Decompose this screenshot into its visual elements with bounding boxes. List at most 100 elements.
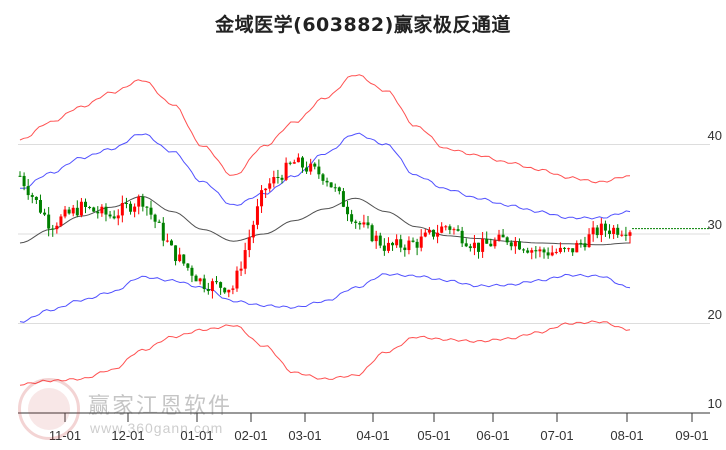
candle-down: [391, 242, 395, 246]
candle-up: [452, 229, 456, 231]
candle-down: [526, 250, 530, 253]
candle-up: [255, 206, 259, 225]
candle-up: [497, 234, 501, 241]
candle-down: [358, 222, 362, 225]
candle-up: [116, 215, 120, 219]
candle-down: [460, 230, 464, 244]
candle-down: [96, 211, 100, 214]
candle-down: [157, 221, 161, 223]
candle-down: [26, 186, 30, 196]
candle-down: [38, 199, 42, 213]
grid-lines: [18, 144, 710, 324]
candle-up: [55, 225, 59, 230]
candle-down: [129, 203, 133, 212]
candle-down: [403, 247, 407, 251]
candle-up: [264, 188, 268, 191]
candle-down: [341, 191, 345, 207]
candle-up: [493, 240, 497, 247]
candle-down: [313, 163, 317, 167]
candle-up: [63, 209, 67, 217]
candle-down: [149, 207, 153, 215]
candle-up: [530, 250, 534, 253]
candle-down: [161, 222, 165, 241]
candle-down: [411, 240, 415, 242]
candle-down: [489, 243, 493, 247]
candle-down: [522, 249, 526, 251]
candle-down: [505, 237, 509, 243]
candle-down: [145, 206, 149, 208]
candle-down: [112, 216, 116, 219]
candle-up: [227, 289, 231, 293]
candle-up: [178, 254, 182, 262]
x-tick-label: 08-01: [610, 428, 644, 443]
candle-up: [374, 235, 378, 242]
candle-down: [22, 175, 26, 187]
watermark-brand: 赢家江恩软件: [88, 394, 233, 419]
candle-up: [612, 227, 616, 234]
candle-down: [509, 242, 513, 247]
candle-up: [251, 224, 255, 238]
candle-down: [84, 201, 88, 207]
candle-down: [104, 206, 108, 215]
candle-up: [628, 232, 632, 236]
candle-up: [440, 226, 444, 233]
x-tick-label: 12-01: [111, 428, 145, 443]
candle-down: [477, 242, 481, 252]
candle-down: [415, 241, 419, 248]
candle-down: [67, 209, 71, 214]
x-tick-label: 03-01: [288, 428, 322, 443]
band-lower_outer: [19, 320, 631, 386]
candle-up: [292, 162, 296, 164]
candle-down: [75, 207, 79, 216]
candle-up: [444, 226, 448, 228]
candle-up: [100, 206, 104, 214]
candle-up: [243, 250, 247, 269]
candle-down: [108, 214, 112, 217]
candle-up: [71, 207, 75, 214]
candle-down: [542, 249, 546, 253]
candle-down: [169, 240, 173, 246]
candle-down: [583, 243, 587, 248]
band-upper_outer: [19, 74, 631, 184]
candle-up: [567, 248, 571, 250]
candle-up: [247, 237, 251, 251]
candle-up: [260, 190, 264, 207]
x-tick-label: 09-01: [675, 428, 709, 443]
candle-down: [370, 225, 374, 242]
candle-down: [346, 206, 350, 215]
candle-down: [501, 234, 505, 238]
x-tick-label: 05-01: [417, 428, 451, 443]
candle-up: [79, 201, 83, 216]
candle-down: [546, 252, 550, 256]
candle-up: [165, 240, 169, 242]
chart-title: 金域医学(603882)赢家极反通道: [215, 14, 511, 36]
x-tick-label: 02-01: [234, 428, 268, 443]
candle-down: [354, 221, 358, 223]
candle-up: [591, 227, 595, 235]
candle-down: [215, 281, 219, 283]
x-tick-label: 06-01: [476, 428, 510, 443]
candle-up: [419, 236, 423, 248]
candle-down: [562, 247, 566, 249]
candle-up: [268, 183, 272, 189]
candle-down: [485, 238, 489, 244]
candle-up: [309, 163, 313, 172]
watermark-url: www.360gann.com: [90, 420, 224, 436]
candle-down: [325, 180, 329, 183]
candle-down: [337, 187, 341, 192]
candle-down: [305, 167, 309, 172]
candle-down: [288, 162, 292, 164]
candle-up: [386, 242, 390, 251]
candle-up: [620, 234, 624, 236]
candle-up: [235, 270, 239, 289]
candle-down: [186, 263, 190, 268]
band-lower_inner: [19, 273, 631, 323]
watermark-seal: [18, 378, 80, 440]
candlesticks: [18, 153, 632, 299]
y-tick-label: 40: [707, 127, 722, 143]
candle-down: [517, 241, 521, 250]
candle-down: [333, 187, 337, 189]
x-axis: [18, 412, 710, 422]
band-middle: [19, 195, 630, 246]
